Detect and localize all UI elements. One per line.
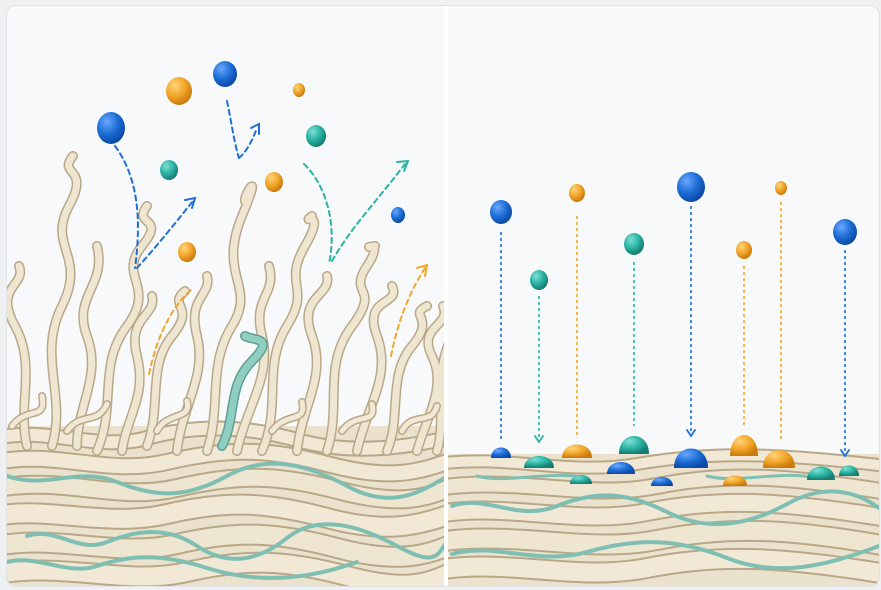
- right-drop-arrowheads: [534, 429, 850, 458]
- right-panel-smooth-fabric: [448, 172, 879, 586]
- droplet-orange: [569, 184, 585, 202]
- droplet-blue: [833, 219, 857, 245]
- droplet-teal: [807, 466, 835, 480]
- left-fabric-base: [7, 420, 444, 586]
- droplet-orange: [293, 83, 305, 97]
- droplet-teal: [619, 436, 649, 454]
- droplet-orange: [723, 475, 747, 486]
- droplet-orange: [736, 241, 752, 259]
- droplet-orange: [178, 242, 196, 262]
- droplet-teal: [570, 475, 592, 484]
- droplet-teal: [160, 160, 178, 180]
- droplet-orange: [166, 77, 192, 105]
- droplet-blue: [674, 448, 708, 468]
- left-panel-fuzzy-fabric: [7, 61, 444, 586]
- droplet-teal: [530, 270, 548, 290]
- droplet-orange: [265, 172, 283, 192]
- droplet-blue: [677, 172, 705, 202]
- droplet-blue: [391, 207, 405, 223]
- droplet-teal: [624, 233, 644, 255]
- droplet-blue: [651, 477, 673, 486]
- panel-divider: [444, 6, 448, 586]
- left-deflection-arrows: [114, 100, 426, 375]
- right-drop-lines: [500, 202, 846, 452]
- droplet-blue: [213, 61, 237, 87]
- droplet-teal: [306, 125, 326, 147]
- droplet-teal: [524, 456, 554, 468]
- fabric-illustration: [7, 6, 879, 586]
- illustration-frame: [6, 5, 880, 587]
- droplet-orange: [562, 444, 592, 458]
- droplet-orange: [730, 435, 758, 456]
- droplet-orange: [763, 450, 795, 468]
- droplet-blue: [97, 112, 125, 144]
- left-raised-fibers: [7, 151, 444, 456]
- droplet-blue: [491, 447, 511, 458]
- left-arrowheads: [184, 122, 429, 277]
- right-absorbed-droplets: [491, 435, 859, 486]
- droplet-blue: [607, 462, 635, 474]
- droplet-teal: [839, 465, 859, 476]
- droplet-blue: [490, 200, 512, 224]
- right-falling-droplets: [490, 172, 857, 290]
- left-droplets: [97, 61, 405, 262]
- droplet-orange: [775, 181, 787, 195]
